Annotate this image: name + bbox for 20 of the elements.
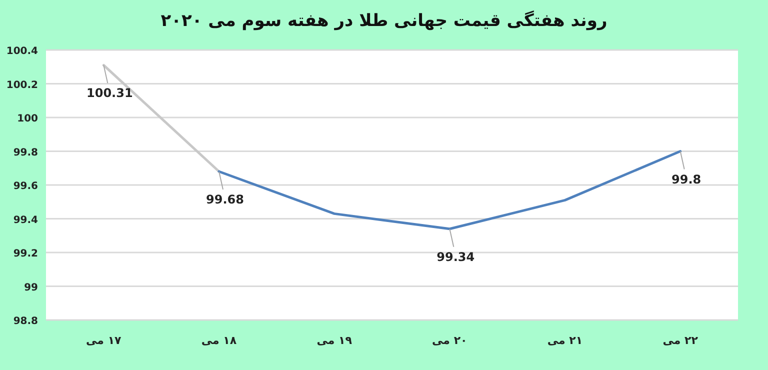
y-tick-label: 98.8 xyxy=(13,316,38,327)
x-tick-label: ۱۷ می xyxy=(86,334,122,347)
y-tick-label: 99.8 xyxy=(13,147,38,158)
chart-title: روند هفتگی قیمت جهانی طلا در هفته سوم می ۲۰۲۰ xyxy=(160,10,608,31)
data-label: 99.68 xyxy=(206,192,244,206)
x-tick-label: ۱۹ می xyxy=(316,334,352,347)
y-tick-label: 100.4 xyxy=(6,46,38,57)
data-label: 100.31 xyxy=(86,86,133,100)
x-tick-label: ۱۸ می xyxy=(201,334,237,347)
y-tick-label: 99.2 xyxy=(13,248,38,260)
y-tick-label: 99.4 xyxy=(13,214,38,226)
data-label: 99.8 xyxy=(672,172,702,186)
data-label: 99.34 xyxy=(436,250,475,264)
y-tick-label: 99 xyxy=(24,282,38,294)
y-tick-label: 100 xyxy=(17,114,38,124)
y-tick-label: 99.6 xyxy=(13,181,38,192)
x-tick-label: ۲۱ می xyxy=(547,334,583,347)
x-tick-label: ۲۲ می xyxy=(662,334,698,347)
x-tick-label: ۲۰ می xyxy=(432,334,468,347)
y-tick-label: 100.2 xyxy=(6,80,38,91)
